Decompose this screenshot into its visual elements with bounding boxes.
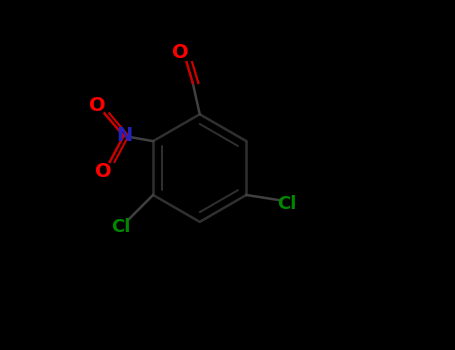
Text: O: O (172, 43, 188, 62)
Text: O: O (89, 96, 105, 115)
Text: N: N (116, 126, 133, 145)
Text: Cl: Cl (111, 218, 131, 236)
Text: O: O (95, 162, 112, 181)
Text: Cl: Cl (277, 195, 297, 213)
